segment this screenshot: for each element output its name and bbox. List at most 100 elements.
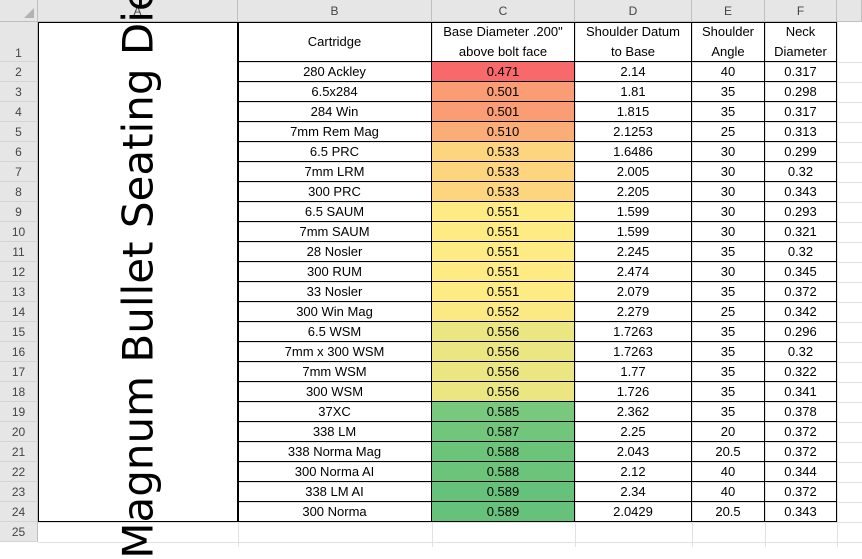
cell-shoulder-angle[interactable]: 30 (692, 182, 765, 202)
cell-base-diameter[interactable]: 0.589 (432, 482, 575, 502)
cell-neck-diameter[interactable]: 0.299 (765, 142, 837, 162)
cell-shoulder-datum[interactable]: 1.7263 (575, 322, 692, 342)
cell-shoulder-datum[interactable]: 2.0429 (575, 502, 692, 522)
cell-shoulder-datum[interactable]: 2.1253 (575, 122, 692, 142)
row-header-14[interactable]: 14 (0, 302, 38, 322)
cell-shoulder-datum[interactable]: 2.362 (575, 402, 692, 422)
cell-shoulder-angle[interactable]: 30 (692, 222, 765, 242)
cell-neck-diameter[interactable]: 0.296 (765, 322, 837, 342)
cell-cartridge[interactable]: 6.5x284 (238, 82, 432, 102)
cell-base-diameter[interactable]: 0.556 (432, 342, 575, 362)
cell-neck-diameter[interactable]: 0.378 (765, 402, 837, 422)
column-header-c[interactable]: C (432, 0, 575, 22)
row-header-21[interactable]: 21 (0, 442, 38, 462)
row-header-7[interactable]: 7 (0, 162, 38, 182)
cell-neck-diameter[interactable]: 0.372 (765, 442, 837, 462)
cell-shoulder-angle[interactable]: 35 (692, 82, 765, 102)
cell-shoulder-angle[interactable]: 40 (692, 482, 765, 502)
cell-neck-diameter[interactable]: 0.32 (765, 162, 837, 182)
cell-cartridge[interactable]: 7mm WSM (238, 362, 432, 382)
cell-shoulder-angle[interactable]: 20.5 (692, 502, 765, 522)
cell-shoulder-datum[interactable]: 2.245 (575, 242, 692, 262)
header-base-diameter[interactable]: Base Diameter .200" above bolt face (432, 22, 575, 62)
cell-shoulder-datum[interactable]: 1.77 (575, 362, 692, 382)
cell-shoulder-angle[interactable]: 25 (692, 302, 765, 322)
cell-shoulder-angle[interactable]: 30 (692, 142, 765, 162)
cell-neck-diameter[interactable]: 0.322 (765, 362, 837, 382)
row-header-15[interactable]: 15 (0, 322, 38, 342)
row-header-6[interactable]: 6 (0, 142, 38, 162)
cell-shoulder-datum[interactable]: 1.599 (575, 202, 692, 222)
cell-cartridge[interactable]: 300 WSM (238, 382, 432, 402)
cell-base-diameter[interactable]: 0.588 (432, 442, 575, 462)
select-all-corner[interactable] (0, 0, 38, 22)
cell-cartridge[interactable]: 338 LM AI (238, 482, 432, 502)
cell-base-diameter[interactable]: 0.556 (432, 362, 575, 382)
cell-shoulder-angle[interactable]: 35 (692, 102, 765, 122)
cell-shoulder-datum[interactable]: 1.81 (575, 82, 692, 102)
row-header-3[interactable]: 3 (0, 82, 38, 102)
header-shoulder-angle[interactable]: Shoulder Angle (692, 22, 765, 62)
cell-cartridge[interactable]: 7mm Rem Mag (238, 122, 432, 142)
cell-shoulder-datum[interactable]: 2.279 (575, 302, 692, 322)
cell-shoulder-datum[interactable]: 1.815 (575, 102, 692, 122)
cell-base-diameter[interactable]: 0.551 (432, 222, 575, 242)
cell-shoulder-angle[interactable]: 35 (692, 242, 765, 262)
cell-neck-diameter[interactable]: 0.342 (765, 302, 837, 322)
cell-shoulder-angle[interactable]: 40 (692, 462, 765, 482)
row-header-23[interactable]: 23 (0, 482, 38, 502)
cell-neck-diameter[interactable]: 0.32 (765, 242, 837, 262)
cell-base-diameter[interactable]: 0.510 (432, 122, 575, 142)
cell-base-diameter[interactable]: 0.587 (432, 422, 575, 442)
cell-cartridge[interactable]: 300 Norma (238, 502, 432, 522)
row-header-12[interactable]: 12 (0, 262, 38, 282)
cell-shoulder-angle[interactable]: 30 (692, 262, 765, 282)
cell-shoulder-angle[interactable]: 30 (692, 162, 765, 182)
cell-cartridge[interactable]: 300 PRC (238, 182, 432, 202)
cell-cartridge[interactable]: 338 LM (238, 422, 432, 442)
cell-neck-diameter[interactable]: 0.372 (765, 422, 837, 442)
cell-neck-diameter[interactable]: 0.32 (765, 342, 837, 362)
cell-shoulder-datum[interactable]: 1.6486 (575, 142, 692, 162)
cell-neck-diameter[interactable]: 0.313 (765, 122, 837, 142)
cell-neck-diameter[interactable]: 0.343 (765, 182, 837, 202)
row-header-24[interactable]: 24 (0, 502, 38, 522)
cell-cartridge[interactable]: 300 RUM (238, 262, 432, 282)
cell-base-diameter[interactable]: 0.533 (432, 182, 575, 202)
cell-shoulder-datum[interactable]: 1.726 (575, 382, 692, 402)
cell-neck-diameter[interactable]: 0.317 (765, 102, 837, 122)
cell-base-diameter[interactable]: 0.552 (432, 302, 575, 322)
cell-shoulder-angle[interactable]: 20 (692, 422, 765, 442)
cell-shoulder-datum[interactable]: 2.005 (575, 162, 692, 182)
cell-shoulder-datum[interactable]: 2.14 (575, 62, 692, 82)
cell-shoulder-datum[interactable]: 2.205 (575, 182, 692, 202)
cell-shoulder-datum[interactable]: 2.12 (575, 462, 692, 482)
row-header-16[interactable]: 16 (0, 342, 38, 362)
cell-base-diameter[interactable]: 0.501 (432, 82, 575, 102)
cell-base-diameter[interactable]: 0.533 (432, 162, 575, 182)
cell-cartridge[interactable]: 7mm x 300 WSM (238, 342, 432, 362)
header-shoulder-datum[interactable]: Shoulder Datum to Base (575, 22, 692, 62)
cell-shoulder-angle[interactable]: 35 (692, 402, 765, 422)
cell-shoulder-angle[interactable]: 35 (692, 382, 765, 402)
cell-base-diameter[interactable]: 0.585 (432, 402, 575, 422)
cell-neck-diameter[interactable]: 0.341 (765, 382, 837, 402)
header-neck-diameter[interactable]: Neck Diameter (765, 22, 837, 62)
cell-base-diameter[interactable]: 0.556 (432, 382, 575, 402)
row-header-10[interactable]: 10 (0, 222, 38, 242)
cell-neck-diameter[interactable]: 0.372 (765, 282, 837, 302)
header-cartridge[interactable]: Cartridge (238, 22, 432, 62)
cell-shoulder-datum[interactable]: 1.7263 (575, 342, 692, 362)
cell-cartridge[interactable]: 33 Nosler (238, 282, 432, 302)
row-header-17[interactable]: 17 (0, 362, 38, 382)
cell-shoulder-datum[interactable]: 2.043 (575, 442, 692, 462)
cell-neck-diameter[interactable]: 0.372 (765, 482, 837, 502)
row-header-1[interactable]: 1 (0, 22, 38, 62)
cell-base-diameter[interactable]: 0.501 (432, 102, 575, 122)
cell-neck-diameter[interactable]: 0.298 (765, 82, 837, 102)
cell-shoulder-datum[interactable]: 2.079 (575, 282, 692, 302)
cell-cartridge[interactable]: 338 Norma Mag (238, 442, 432, 462)
cell-cartridge[interactable]: 300 Win Mag (238, 302, 432, 322)
row-header-13[interactable]: 13 (0, 282, 38, 302)
cell-neck-diameter[interactable]: 0.343 (765, 502, 837, 522)
